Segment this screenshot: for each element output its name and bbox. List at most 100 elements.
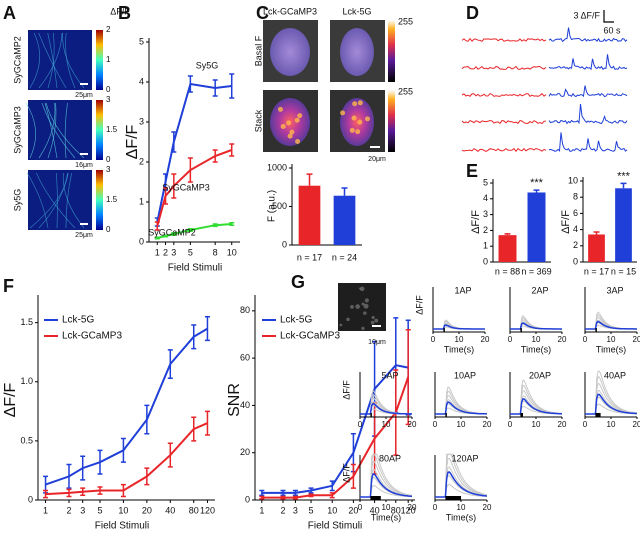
x-tick-label: 40 bbox=[165, 505, 175, 515]
y-tick-label: 80 bbox=[240, 305, 250, 315]
error-bar bbox=[350, 463, 356, 489]
x-tick-label: 1 bbox=[43, 505, 48, 515]
scale-bar-label: 16μm bbox=[75, 162, 93, 169]
x-tick-label: 10 bbox=[457, 503, 466, 512]
panel-title: 1AP bbox=[454, 285, 471, 295]
error-bar bbox=[204, 315, 210, 342]
x-tick-label: 2 bbox=[163, 247, 168, 257]
error-bar bbox=[229, 143, 235, 157]
x-tick-label: 80 bbox=[391, 505, 401, 515]
x-tick-label: 10 bbox=[118, 505, 128, 515]
error-bar bbox=[80, 455, 86, 481]
colorbar-tick: 0 bbox=[106, 225, 111, 234]
x-tick-label: 0 bbox=[431, 335, 436, 344]
y-tick-label: 0 bbox=[245, 494, 250, 504]
error-bar bbox=[405, 328, 411, 426]
hotspot bbox=[340, 110, 346, 116]
trace-sensor bbox=[548, 27, 628, 43]
colorbar-tick: 0 bbox=[106, 85, 111, 94]
series-line bbox=[156, 149, 233, 227]
panel-title: 3AP bbox=[606, 285, 623, 295]
scale-bar-label: 25μm bbox=[75, 92, 93, 99]
mean-trace bbox=[360, 473, 413, 498]
scale-bar-label: 60 s bbox=[603, 25, 621, 35]
y-tick-label: 4 bbox=[573, 224, 578, 234]
colorbar-tick: 2 bbox=[106, 25, 111, 34]
error-bar bbox=[229, 222, 235, 226]
x-tick-label: 120 bbox=[401, 505, 416, 515]
x-tick-label: 5 bbox=[309, 505, 314, 515]
panel-letter: C bbox=[256, 3, 269, 23]
y-tick-label: 500 bbox=[272, 201, 287, 211]
fiber bbox=[38, 172, 68, 229]
panel-letter: E bbox=[466, 161, 478, 181]
error-bar bbox=[187, 228, 193, 232]
y-axis-label: F (a.u.) bbox=[267, 190, 278, 222]
x-tick-label: 1 bbox=[259, 505, 264, 515]
error-bar bbox=[144, 467, 150, 486]
hotspot bbox=[364, 116, 370, 122]
y-tick-label: 0 bbox=[282, 239, 287, 249]
x-tick-label: 10 bbox=[382, 420, 391, 429]
trace-control bbox=[461, 65, 547, 71]
hotspot bbox=[357, 119, 363, 125]
image-label: SyGCaMP3 bbox=[12, 106, 22, 154]
error-bar bbox=[212, 223, 218, 228]
category-label: n = 15 bbox=[611, 266, 636, 276]
series-label: SyGCaMP3 bbox=[162, 182, 210, 192]
error-bar bbox=[43, 489, 49, 499]
x-tick-label: 20 bbox=[483, 420, 492, 429]
error-bar bbox=[171, 232, 177, 236]
fiber bbox=[44, 102, 58, 159]
mean-trace bbox=[435, 471, 488, 498]
colorbar-tick: 255 bbox=[398, 16, 413, 26]
error-bar bbox=[204, 410, 210, 436]
panel-title: 20AP bbox=[529, 370, 551, 380]
y-tick-label: 2 bbox=[139, 156, 144, 166]
error-bar bbox=[97, 486, 103, 495]
y-axis-label: ΔF/F bbox=[341, 380, 351, 400]
speckle bbox=[361, 302, 365, 306]
y-tick-label: 1.0 bbox=[20, 376, 33, 386]
hotspot bbox=[351, 115, 357, 121]
micrograph bbox=[28, 100, 92, 160]
y-tick-label: 0.5 bbox=[20, 435, 33, 445]
trace-control bbox=[461, 92, 547, 97]
speckle bbox=[339, 323, 343, 327]
hotspot bbox=[349, 127, 355, 133]
speckle bbox=[346, 317, 350, 322]
y-tick-label: 20 bbox=[240, 447, 250, 457]
fiber bbox=[64, 102, 68, 159]
y-tick-label: 0 bbox=[28, 494, 33, 504]
category-label: n = 17 bbox=[297, 252, 322, 262]
x-tick-label: 20 bbox=[633, 420, 640, 429]
x-tick-label: 3 bbox=[171, 247, 176, 257]
bar bbox=[588, 234, 605, 262]
y-tick-label: 2 bbox=[483, 225, 488, 235]
bar bbox=[498, 235, 517, 262]
panel-title: 120AP bbox=[451, 453, 478, 463]
error-bar bbox=[212, 149, 218, 163]
x-tick-label: 40 bbox=[370, 505, 380, 515]
x-tick-label: 20 bbox=[483, 503, 492, 512]
stimulus-bar bbox=[445, 496, 461, 500]
hotspot bbox=[286, 120, 292, 126]
hotspot bbox=[287, 133, 293, 139]
error-bar bbox=[593, 231, 600, 235]
column-title: Lck-5G bbox=[342, 6, 371, 16]
x-tick-label: 20 bbox=[408, 503, 417, 512]
panel-letter: B bbox=[118, 3, 131, 23]
micrograph bbox=[28, 30, 92, 90]
panel-title: 2AP bbox=[531, 285, 548, 295]
panel-letter: G bbox=[291, 272, 305, 292]
x-axis-label: Field Stimuli bbox=[95, 521, 149, 532]
mean-trace bbox=[510, 322, 562, 330]
panel-letter: A bbox=[3, 3, 16, 23]
y-tick-label: 1 bbox=[483, 241, 488, 251]
row-label: Basal F bbox=[253, 35, 263, 66]
panel-title: 80AP bbox=[379, 453, 401, 463]
x-tick-label: 5 bbox=[97, 505, 102, 515]
trace-control bbox=[461, 37, 547, 42]
colorbar-tick: 255 bbox=[398, 86, 413, 96]
fiber bbox=[56, 172, 58, 229]
